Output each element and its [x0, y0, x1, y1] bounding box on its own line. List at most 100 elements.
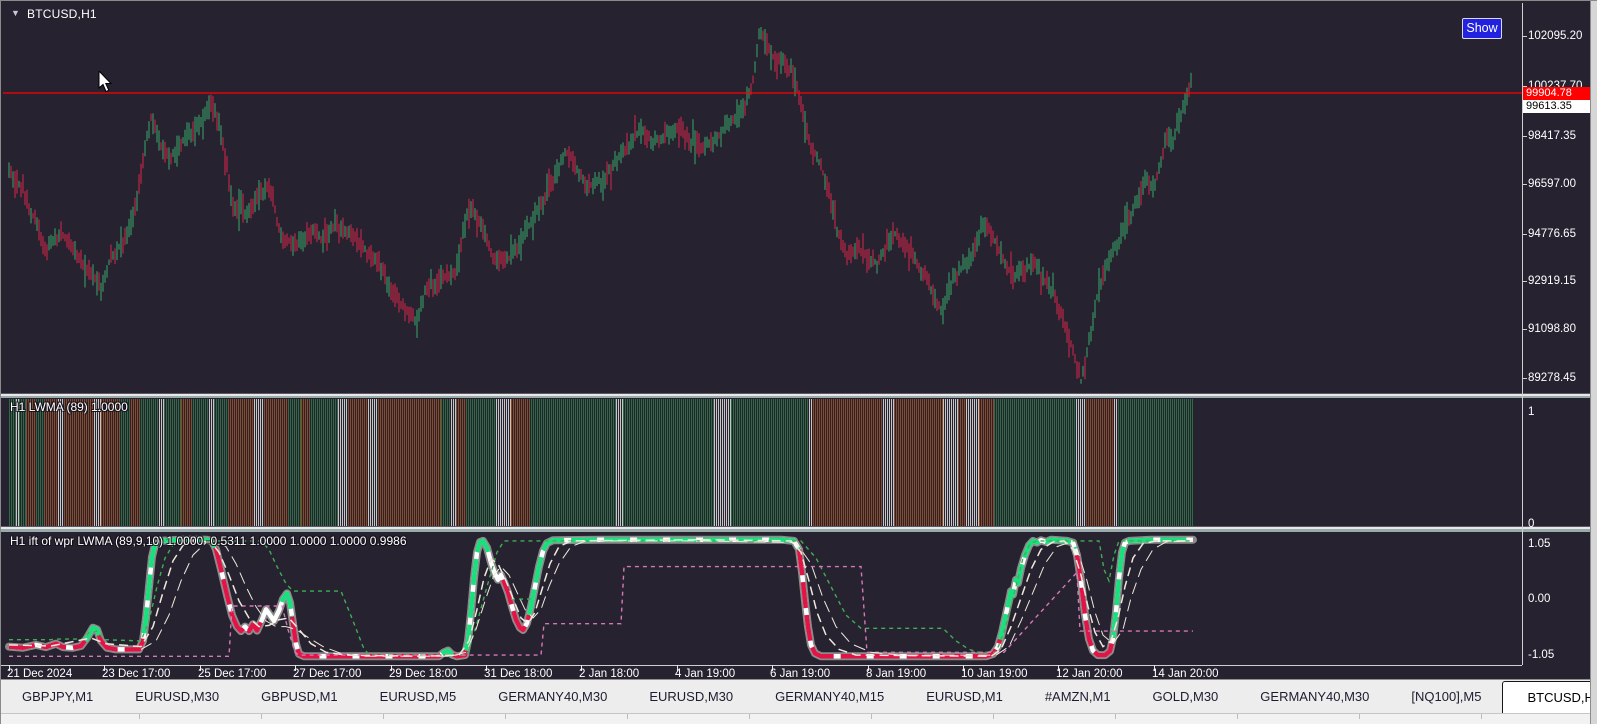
- window-right-edge[interactable]: [1590, 1, 1597, 724]
- status-bar: [1, 713, 1597, 724]
- pane-divider-2[interactable]: [1, 526, 1597, 532]
- oscillator-red-segment: [500, 578, 532, 633]
- time-tickmark: [1058, 665, 1059, 671]
- time-tickmark: [391, 665, 392, 671]
- time-tick-label: 6 Jan 19:00: [770, 668, 831, 680]
- time-tick-label: 12 Jan 20:00: [1056, 668, 1123, 680]
- chart-tab--nq100-m5[interactable]: [NQ100],M5: [1411, 689, 1482, 704]
- time-tickmark: [1154, 665, 1155, 671]
- histogram-segment-brown: [511, 399, 531, 526]
- pane-divider-1[interactable]: [1, 393, 1597, 398]
- histogram-segment-gray: [966, 399, 979, 526]
- indicator1-scale-bottom: 0: [1528, 518, 1535, 530]
- indicator1-histogram-pane[interactable]: [1, 399, 1522, 526]
- chart-tab-gbpusd-m1[interactable]: GBPUSD,M1: [261, 689, 338, 704]
- price-axis-line: [1522, 3, 1523, 665]
- price-tickmark: [1522, 184, 1527, 185]
- indicator2-oscillator-pane[interactable]: [1, 532, 1522, 661]
- histogram-segment-brown: [131, 399, 141, 526]
- main-price-chart[interactable]: [1, 1, 1522, 393]
- time-tick-label: 2 Jan 18:00: [579, 668, 640, 680]
- chart-tab-eurusd-m30[interactable]: EURUSD,M30: [649, 689, 734, 704]
- histogram-segment-green: [311, 399, 338, 526]
- chart-tab-gold-m30[interactable]: GOLD,M30: [1152, 689, 1219, 704]
- status-bar-separator: [871, 714, 872, 719]
- chart-tab-germany40-m30[interactable]: GERMANY40,M30: [498, 689, 608, 704]
- status-bar-separator: [1237, 714, 1238, 719]
- histogram-segment-green: [19, 399, 26, 526]
- status-bar-separator: [1481, 714, 1482, 719]
- histogram-segment-gray: [943, 399, 958, 526]
- histogram-segment-green: [141, 399, 159, 526]
- time-tick-label: 4 Jan 19:00: [675, 668, 736, 680]
- oscillator-green-segment: [526, 537, 801, 616]
- time-tickmark: [200, 665, 201, 671]
- histogram-segment-brown: [101, 399, 121, 526]
- histogram-segment-green: [994, 399, 1076, 526]
- time-tick-label: 14 Jan 20:00: [1152, 668, 1219, 680]
- price-tick-label: 92919.15: [1528, 275, 1576, 287]
- histogram-segment-green: [214, 399, 228, 526]
- oscillator-red-segment: [1074, 554, 1116, 658]
- histogram-segment-gray: [94, 399, 101, 526]
- histogram-segment-green: [193, 399, 209, 526]
- chart-tab-germany40-m15[interactable]: GERMANY40,M15: [775, 689, 885, 704]
- oscillator-red-segment: [96, 632, 147, 652]
- indicator2-scale-label: 1.05: [1528, 538, 1551, 550]
- show-button[interactable]: Show: [1462, 18, 1502, 39]
- histogram-segment-green: [623, 399, 714, 526]
- chart-tab-btcusd-h1[interactable]: BTCUSD,H1: [1502, 681, 1597, 713]
- histogram-segment-green: [731, 399, 809, 526]
- histogram-segment-brown: [378, 399, 441, 526]
- status-bar-separator: [505, 714, 506, 719]
- chart-tab--amzn-m1[interactable]: #AMZN,M1: [1044, 689, 1111, 704]
- status-bar-separator: [383, 714, 384, 719]
- status-bar-separator: [749, 714, 750, 719]
- status-bar-separator: [627, 714, 628, 719]
- histogram-segment-gray: [16, 399, 19, 526]
- indicator2-scale-label: 0.00: [1528, 593, 1551, 605]
- price-tickmark: [1522, 378, 1527, 379]
- status-bar-separator: [139, 714, 140, 719]
- lagging-line-white-2: [140, 540, 1194, 657]
- chart-tab-eurusd-m5[interactable]: EURUSD,M5: [379, 689, 457, 704]
- chart-tab-eurusd-m30[interactable]: EURUSD,M30: [135, 689, 220, 704]
- time-tickmark: [868, 665, 869, 671]
- histogram-segment-gray: [616, 399, 623, 526]
- oscillator-red-segment: [289, 616, 443, 659]
- histogram-segment-brown: [44, 399, 58, 526]
- status-bar-separator: [261, 714, 262, 719]
- chevron-down-icon[interactable]: ▼: [11, 8, 20, 18]
- oscillator-red-segment: [8, 639, 87, 650]
- histogram-segment-gray: [338, 399, 348, 526]
- histogram-segment-gray: [58, 399, 64, 526]
- histogram-segment-brown: [26, 399, 36, 526]
- time-tickmark: [772, 665, 773, 671]
- chart-tab-eurusd-m1[interactable]: EURUSD,M1: [926, 689, 1003, 704]
- price-tick-label: 96597.00: [1528, 178, 1576, 190]
- time-tick-label: 29 Dec 18:00: [389, 668, 458, 680]
- time-tick-label: 31 Dec 18:00: [484, 668, 553, 680]
- price-tick-label: 94776.65: [1528, 228, 1576, 240]
- chart-tab-gbpjpy-m1[interactable]: GBPJPY,M1: [22, 689, 94, 704]
- histogram-segment-green: [164, 399, 181, 526]
- histogram-segment-green: [531, 399, 616, 526]
- mouse-cursor-icon: [98, 71, 113, 93]
- oscillator-red-segment: [212, 546, 264, 634]
- chart-tab-germany40-m30[interactable]: GERMANY40,M30: [1260, 689, 1370, 704]
- histogram-segment-green: [9, 399, 16, 526]
- price-tick-label: 102095.20: [1528, 30, 1583, 42]
- oscillator-green-segment: [279, 591, 295, 618]
- indicator2-label: H1 ift of wpr LWMA (89,9,10) 1.0000 -0.5…: [10, 534, 407, 548]
- histogram-segment-brown: [264, 399, 288, 526]
- histogram-segment-green: [1118, 399, 1193, 526]
- price-tick-label: 89278.45: [1528, 372, 1576, 384]
- histogram-segment-green: [466, 399, 496, 526]
- histogram-segment-brown: [348, 399, 368, 526]
- time-tick-label: 21 Dec 2024: [7, 668, 73, 680]
- oscillator-red-segment: [796, 549, 1003, 659]
- price-tick-label: 91098.80: [1528, 323, 1576, 335]
- histogram-segment-brown: [894, 399, 943, 526]
- lagging-line-white-1: [8, 538, 1193, 658]
- time-axis-line: [1, 665, 1522, 666]
